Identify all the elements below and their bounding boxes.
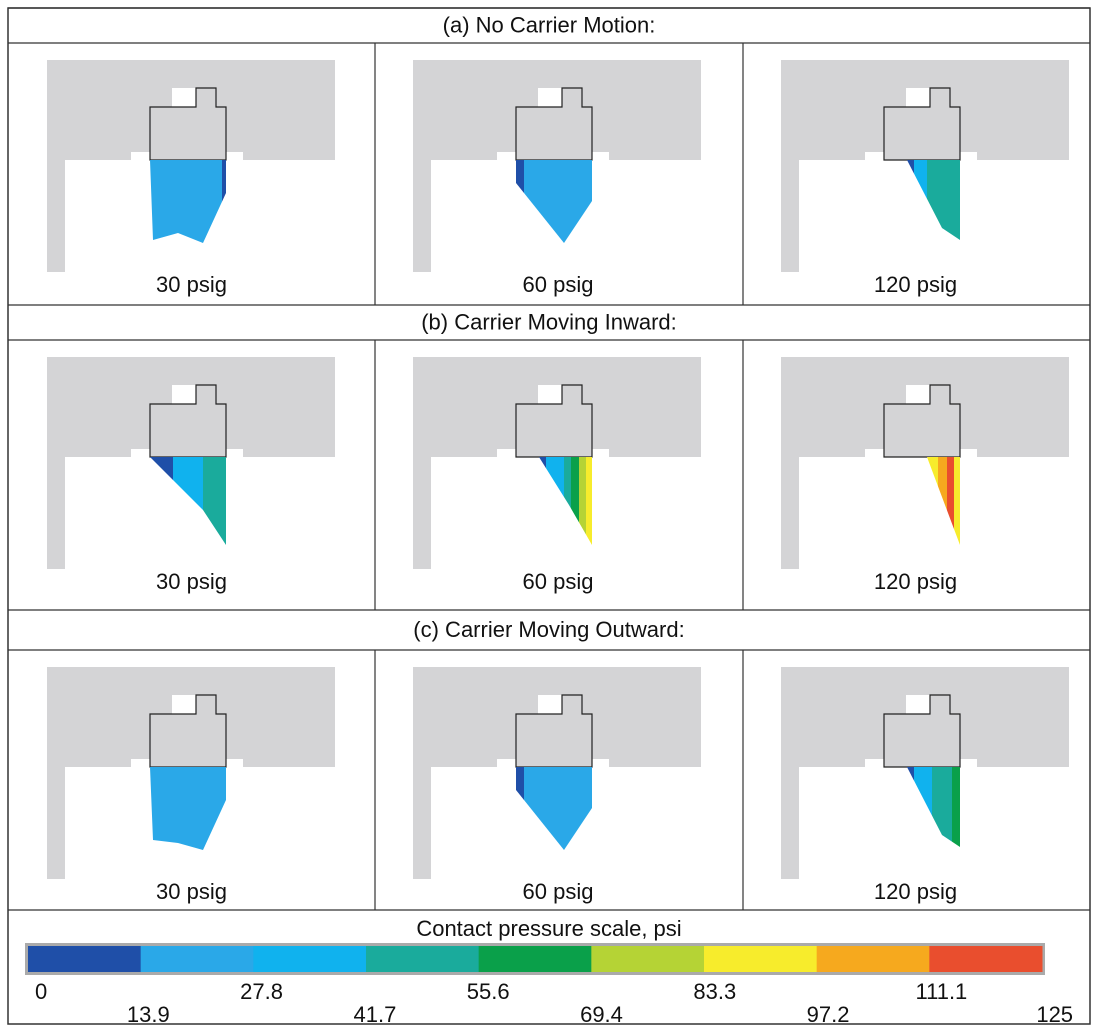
pressure-band [150,457,173,545]
fea-plot: 120 psig [781,357,1069,594]
fea-plot: 120 psig [781,60,1069,297]
pressure-band [150,160,222,243]
pressure-band [927,160,960,240]
panel-label: 60 psig [523,569,594,594]
scale-swatch [140,946,254,972]
pressure-band [150,767,226,850]
section-title: (a) No Carrier Motion: [443,12,656,37]
scale-swatch [591,946,705,972]
section-title: (c) Carrier Moving Outward: [413,617,684,642]
contact-pressure [539,457,592,545]
housing [413,667,701,879]
housing-window [172,385,196,404]
scale-tick-label: 55.6 [467,979,510,1004]
housing-window [906,385,930,404]
pressure-band [203,457,226,545]
scale-tick-label: 0 [35,979,47,1004]
housing-window [906,88,930,107]
fea-plot: 120 psig [781,667,1069,904]
fea-plot: 60 psig [413,667,701,904]
panel-label: 30 psig [156,879,227,904]
contact-pressure [516,767,592,850]
pressure-band [586,457,592,545]
housing [781,60,1069,272]
pressure-band [914,767,932,847]
panel-label: 30 psig [156,272,227,297]
scale-tick-label: 97.2 [807,1002,850,1027]
scale-tick-label: 125 [1036,1002,1073,1027]
housing [47,357,335,569]
scale-swatch [253,946,367,972]
panel-label: 60 psig [523,879,594,904]
scale-tick-label: 27.8 [240,979,283,1004]
contact-pressure [150,767,226,850]
section-title: (b) Carrier Moving Inward: [421,309,677,334]
housing-window [172,88,196,107]
contact-pressure [516,160,592,243]
pressure-band [516,767,524,850]
scale-swatch [816,946,930,972]
seal-outline [883,384,961,458]
pressure-band [938,457,947,545]
scale-tick-label: 41.7 [353,1002,396,1027]
housing-window [538,695,562,714]
housing-window [172,695,196,714]
scale-swatch [929,946,1043,972]
panel-label: 120 psig [874,272,957,297]
pressure-band [564,457,571,545]
housing-window [906,695,930,714]
pressure-band [516,160,524,243]
pressure-band [954,457,960,545]
pressure-band [524,160,592,243]
pressure-band [524,767,592,850]
housing-window [538,88,562,107]
panel-label: 120 psig [874,569,957,594]
panel-label: 120 psig [874,879,957,904]
pressure-band [947,457,954,545]
scale-tick-label: 83.3 [693,979,736,1004]
pressure-band [952,767,960,847]
pressure-band [173,457,203,545]
pressure-band [907,160,914,240]
pressure-band [539,457,546,545]
fea-plot: 30 psig [47,357,335,594]
fea-plot: 30 psig [47,667,335,904]
housing-window [538,385,562,404]
fea-plot: 30 psig [47,60,335,297]
pressure-band [571,457,579,545]
pressure-band [914,160,927,240]
housing [47,60,335,272]
pressure-band [932,767,952,847]
pressure-band [222,160,226,243]
contact-pressure [907,160,960,240]
contact-pressure [150,457,226,545]
fea-plot: 60 psig [413,60,701,297]
pressure-band [579,457,586,545]
scale-swatch [28,946,142,972]
panel-label: 30 psig [156,569,227,594]
scale-tick-label: 69.4 [580,1002,623,1027]
housing [781,357,1069,569]
scale-tick-label: 111.1 [916,979,968,1004]
scale-title: Contact pressure scale, psi [416,916,681,941]
fea-plot: 60 psig [413,357,701,594]
housing [413,60,701,272]
contact-pressure [150,160,226,243]
housing [47,667,335,879]
scale-swatch [704,946,818,972]
pressure-band [907,767,914,847]
housing [413,357,701,569]
contact-pressure [927,457,960,545]
scale-swatch [366,946,480,972]
panel-label: 60 psig [523,272,594,297]
scale-swatch [478,946,592,972]
contact-pressure [907,767,960,847]
scale-tick-label: 13.9 [127,1002,170,1027]
pressure-band [927,457,938,545]
pressure-band [546,457,564,545]
housing [781,667,1069,879]
